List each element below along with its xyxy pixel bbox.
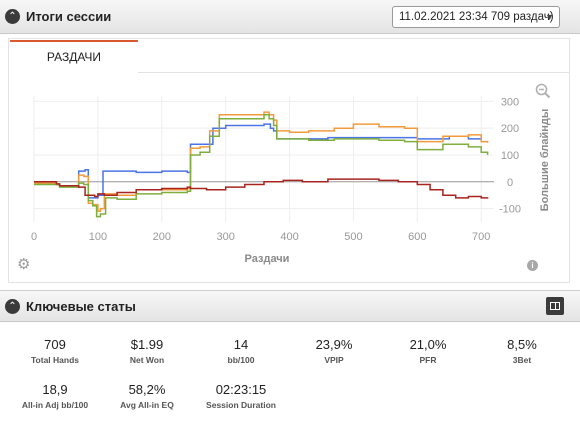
tab-hands[interactable]: РАЗДАЧИ xyxy=(10,40,138,72)
session-select-value: 11.02.2021 23:34 709 раздач) xyxy=(399,11,554,23)
results-chart: 0 100 200 300 400 500 600 700 300 200 100 0 -100 Раз… xyxy=(31,96,551,265)
chevron-up-icon[interactable]: ⌃ xyxy=(5,299,20,314)
stat-pfr: 21,0% PFR xyxy=(378,337,478,365)
chart-panel xyxy=(8,38,570,283)
x-tick-label: 200 xyxy=(153,231,171,243)
series-line-2 xyxy=(34,111,489,213)
chart-ticks: 0 100 200 300 400 500 600 700 300 200 100 0 -100 xyxy=(31,96,521,243)
stat-value: 21,0% xyxy=(409,337,447,352)
stat-value: 58,2% xyxy=(128,382,166,397)
stat-vpip: 23,9% VPIP xyxy=(284,337,384,365)
stat-label: Avg All-in EQ xyxy=(120,400,174,410)
layout-columns-icon[interactable] xyxy=(546,297,564,315)
stat-label: bb/100 xyxy=(227,355,255,365)
info-icon[interactable]: i xyxy=(527,260,538,271)
series-line-3 xyxy=(34,114,489,218)
session-select[interactable]: 11.02.2021 23:34 709 раздач) ▼ xyxy=(392,6,560,28)
x-tick-label: 300 xyxy=(216,231,234,243)
session-summary-header: ⌃ Итоги сессии 11.02.2021 23:34 709 разд… xyxy=(0,0,580,34)
stat-value: 8,5% xyxy=(507,337,537,352)
stat-session-duration: 02:23:15 Session Duration xyxy=(191,382,291,410)
stat-value: 23,9% xyxy=(315,337,353,352)
key-stats-header: ⌃ Ключевые статы xyxy=(0,290,580,322)
chart-series xyxy=(34,111,489,218)
y-tick-label: 200 xyxy=(501,123,519,135)
stat-value: $1.99 xyxy=(130,337,164,352)
stat-bb100: 14 bb/100 xyxy=(191,337,291,365)
stat-avg-allin-eq: 58,2% Avg All-in EQ xyxy=(97,382,197,410)
y-axis-label: Большие блайнды xyxy=(539,109,551,212)
chevron-down-icon: ▼ xyxy=(545,12,554,22)
stat-3bet: 8,5% 3Bet xyxy=(472,337,572,365)
y-tick-label: 0 xyxy=(507,177,513,189)
stat-allin-adj: 18,9 All-in Adj bb/100 xyxy=(5,382,105,410)
y-tick-label: -100 xyxy=(499,204,521,216)
stat-label: Net Won xyxy=(129,355,165,365)
stat-value: 02:23:15 xyxy=(215,382,267,397)
y-tick-label: 300 xyxy=(501,96,519,108)
stat-label: Total Hands xyxy=(30,355,79,365)
gear-icon[interactable]: ⚙ xyxy=(17,256,31,273)
stat-label: VPIP xyxy=(324,355,344,365)
x-tick-label: 400 xyxy=(280,231,298,243)
stat-total-hands: 709 Total Hands xyxy=(5,337,105,365)
stat-net-won: $1.99 Net Won xyxy=(97,337,197,365)
stat-value: 14 xyxy=(233,337,249,352)
zoom-out-icon[interactable] xyxy=(535,83,551,99)
series-line-1 xyxy=(34,123,482,199)
stat-label: 3Bet xyxy=(512,355,532,365)
x-tick-label: 100 xyxy=(89,231,107,243)
tab-divider xyxy=(138,72,570,73)
x-tick-label: 500 xyxy=(344,231,362,243)
key-stats-title: Ключевые статы xyxy=(26,299,136,314)
stat-value: 709 xyxy=(44,337,66,352)
chevron-up-icon[interactable]: ⌃ xyxy=(5,9,20,24)
key-stats-grid: 709 Total Hands $1.99 Net Won 14 bb/100 … xyxy=(0,322,580,422)
x-tick-label: 600 xyxy=(408,231,426,243)
x-tick-label: 0 xyxy=(31,231,37,243)
series-line-4 xyxy=(34,178,489,199)
session-summary-title: Итоги сессии xyxy=(26,9,112,24)
stat-label: All-in Adj bb/100 xyxy=(21,400,89,410)
stat-value: 18,9 xyxy=(42,382,68,397)
x-axis-label: Раздачи xyxy=(245,253,290,265)
stat-label: PFR xyxy=(419,355,437,365)
y-tick-label: 100 xyxy=(501,150,519,162)
x-tick-label: 700 xyxy=(472,231,490,243)
stat-label: Session Duration xyxy=(206,400,276,410)
